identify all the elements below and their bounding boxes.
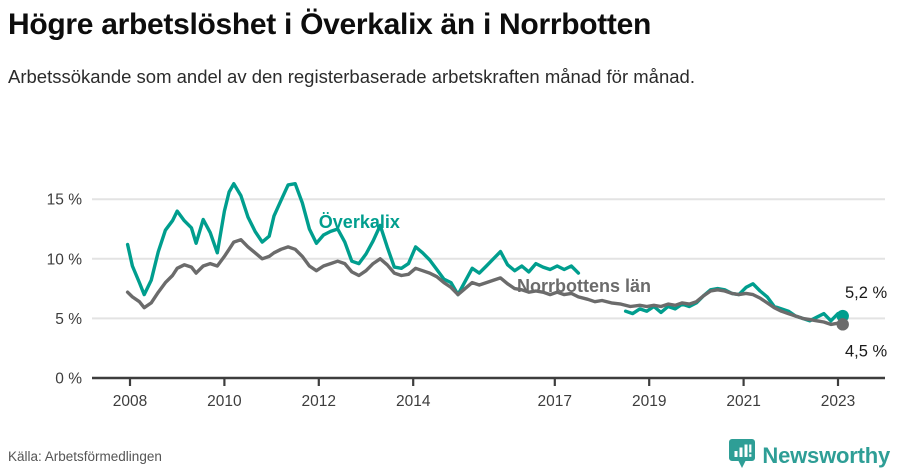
x-tick-label: 2017 xyxy=(538,393,572,410)
series-label: Norrbottens län xyxy=(517,276,651,296)
x-axis xyxy=(92,376,885,386)
x-tick-label: 2021 xyxy=(726,393,760,410)
y-tick-label: 10 % xyxy=(47,251,83,268)
end-marker xyxy=(836,318,849,331)
brand-name: Newsworthy xyxy=(762,443,890,468)
series-line-verkalix xyxy=(623,282,845,323)
series-line-norrbottens-l-n xyxy=(125,238,845,327)
series-lines xyxy=(125,182,845,327)
y-tick-label: 0 % xyxy=(55,371,82,388)
series-inline-labels: Överkalix Norrbottens län xyxy=(319,212,651,296)
end-value-label-norrbotten: 4,5 % xyxy=(845,342,888,360)
series-line-verkalix xyxy=(125,182,581,297)
bar-chart-speech-bubble-icon xyxy=(729,438,756,474)
chart-plot-area: 0 % 5 % 10 % 15 % 2008 2010 2012 2014 2017 2019 2… xyxy=(0,150,900,430)
brand-logo: Newsworthy xyxy=(729,438,890,474)
end-value-labels: 5,2 % 4,5 % xyxy=(845,284,888,360)
x-tick-label: 2023 xyxy=(821,393,855,410)
series-end-markers xyxy=(836,309,849,331)
series-label: Överkalix xyxy=(319,212,400,232)
y-tick-label: 5 % xyxy=(55,311,82,328)
chart-subtitle: Arbetssökande som andel av den registerb… xyxy=(8,66,695,87)
x-tick-label: 2014 xyxy=(396,393,431,410)
x-axis-tick-labels: 2008 2010 2012 2014 2017 2019 2021 2023 xyxy=(113,393,855,410)
x-tick-label: 2019 xyxy=(632,393,666,410)
y-tick-label: 15 % xyxy=(47,192,83,209)
page-title: Högre arbetslöshet i Överkalix än i Norr… xyxy=(8,8,652,41)
x-tick-label: 2012 xyxy=(302,393,336,410)
end-value-label-overkalix: 5,2 % xyxy=(845,284,888,302)
line-chart-svg: 0 %5 %10 %15 % 2008 2010 2012 2014 2017 2019 2… xyxy=(47,182,888,410)
x-tick-label: 2008 xyxy=(113,393,147,410)
y-axis-tick-labels: 0 % 5 % 10 % 15 % xyxy=(47,192,83,388)
source-note: Källa: Arbetsförmedlingen xyxy=(8,449,162,464)
x-tick-label: 2010 xyxy=(207,393,242,410)
